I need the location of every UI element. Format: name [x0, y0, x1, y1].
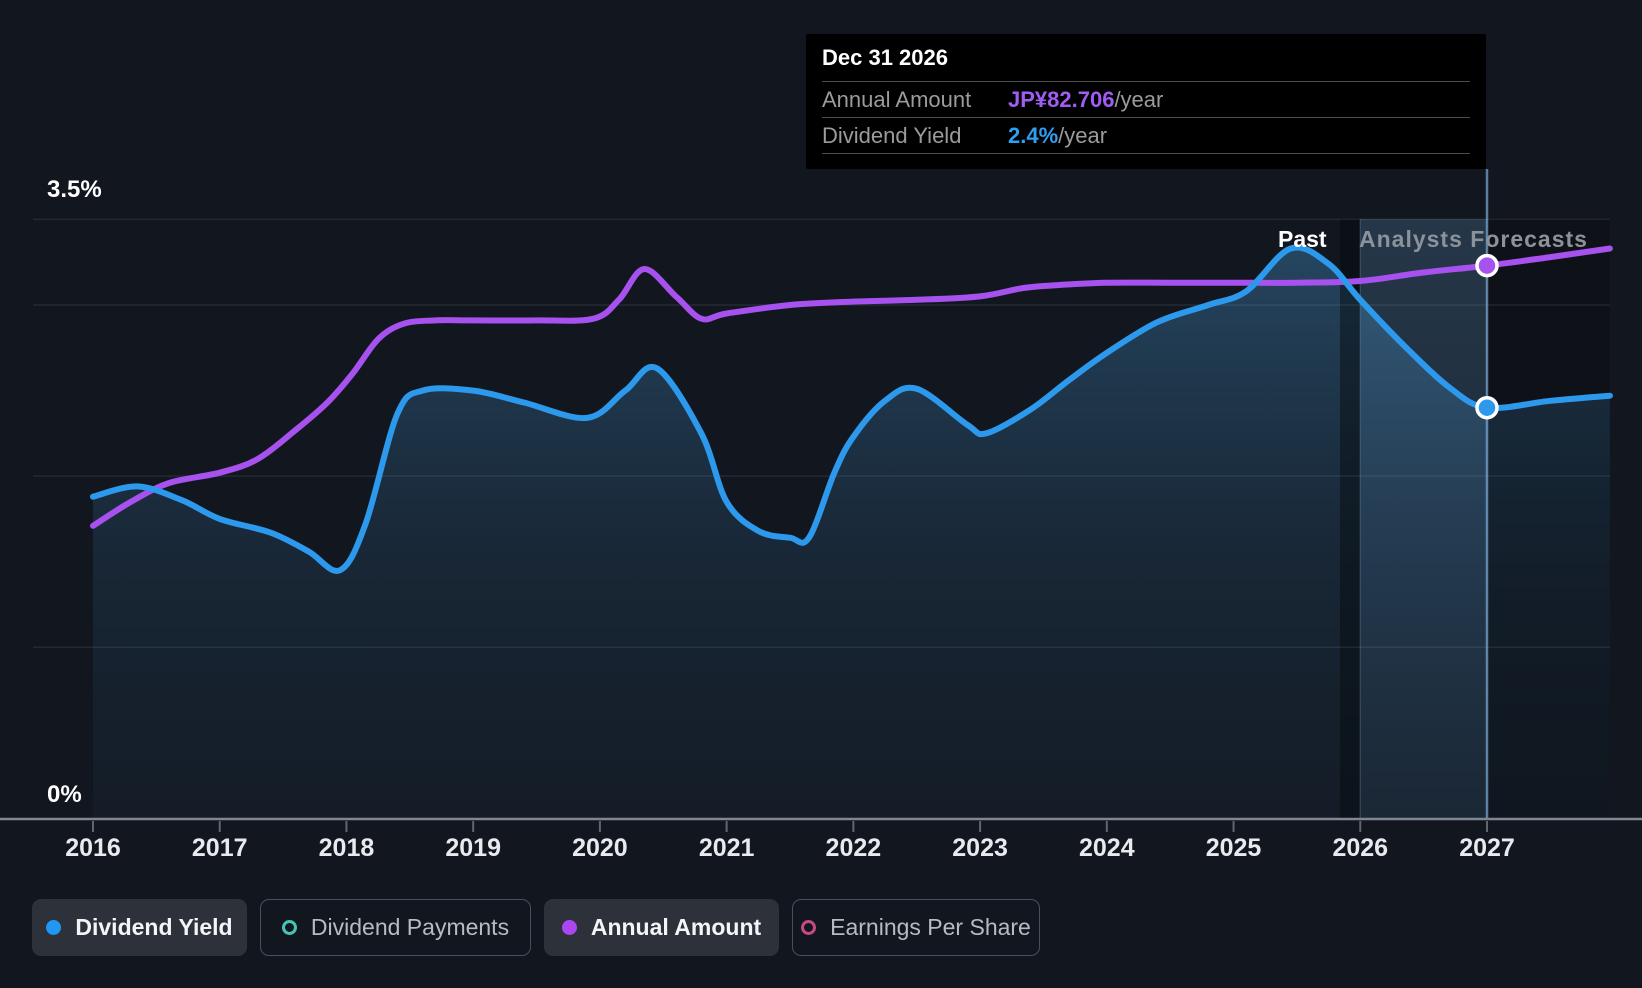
tooltip-suffix: /year: [1114, 86, 1164, 112]
tooltip-label: Dividend Yield: [822, 122, 962, 148]
chart-legend: Dividend Yield Dividend Payments Annual …: [32, 899, 1040, 956]
legend-label: Earnings Per Share: [830, 914, 1031, 940]
x-tick-label-2017: 2017: [192, 834, 248, 862]
x-tick-label-2022: 2022: [826, 834, 882, 862]
x-tick-label-2019: 2019: [445, 834, 501, 862]
dividend-payments-ring-icon: [281, 920, 297, 935]
y-axis-max-label: 3.5%: [47, 176, 102, 203]
annual-amount-dot-icon: [561, 920, 577, 935]
series-markers: [1475, 253, 1499, 420]
annual-amount-line: [90, 245, 1613, 529]
dividend-yield-marker[interactable]: [1475, 395, 1499, 420]
post-hover-dim: [1487, 219, 1610, 819]
chart-tooltip: Dec 31 2026 Annual Amount JP¥82.706 /yea…: [806, 34, 1486, 169]
x-tick-label-2026: 2026: [1332, 834, 1388, 862]
legend-label: Annual Amount: [590, 914, 762, 940]
annual-amount-marker[interactable]: [1475, 253, 1499, 278]
legend-button-earnings-per-share[interactable]: Earnings Per Share: [792, 899, 1040, 956]
tooltip-row-dividend-yield: Dividend Yield 2.4% /year: [822, 117, 1470, 154]
tooltip-value-annual-amount: JP¥82.706: [1008, 86, 1115, 112]
dividend-yield-line: [90, 244, 1613, 574]
tooltip-suffix: /year: [1058, 122, 1108, 148]
gridlines: [33, 218, 1610, 649]
series-lines: [90, 244, 1613, 574]
x-tick-label-2021: 2021: [699, 834, 755, 862]
dividend-yield-area: [93, 247, 1610, 819]
x-tick-label-2018: 2018: [319, 834, 375, 862]
dividend-yield-area-fill: [93, 247, 1610, 819]
legend-button-dividend-yield[interactable]: Dividend Yield: [32, 899, 247, 956]
x-tick-label-2023: 2023: [952, 834, 1008, 862]
tooltip-label: Annual Amount: [822, 86, 972, 112]
tooltip-date-title: Dec 31 2026: [822, 44, 948, 70]
forecast-start-strip: [1339, 219, 1361, 819]
x-tick-label-2020: 2020: [572, 834, 628, 862]
past-region-label: Past: [1278, 226, 1327, 252]
y-axis-min-label: 0%: [47, 781, 82, 808]
tooltip-value-dividend-yield: 2.4%: [1008, 122, 1059, 148]
legend-button-dividend-payments[interactable]: Dividend Payments: [260, 899, 531, 956]
analysts-forecasts-region-label: Analysts Forecasts: [1359, 226, 1588, 252]
forecast-overlays: [1339, 219, 1610, 819]
legend-label: Dividend Payments: [310, 914, 510, 940]
earnings-per-share-ring-icon: [801, 920, 817, 935]
x-tick-label-2025: 2025: [1206, 834, 1262, 862]
legend-label: Dividend Yield: [75, 914, 233, 940]
tooltip-row-annual-amount: Annual Amount JP¥82.706 /year: [822, 81, 1470, 117]
hovered-year-band: [1360, 219, 1488, 819]
x-tick-label-2024: 2024: [1079, 834, 1135, 862]
x-tick-label-2027: 2027: [1459, 834, 1515, 862]
legend-button-annual-amount[interactable]: Annual Amount: [544, 899, 779, 956]
x-tick-label-2016: 2016: [65, 834, 121, 862]
axes-and-labels: 2016 2017 2018 2019 2020 2021 2022 2023 2024 2025…: [0, 176, 1642, 862]
dividend-yield-dot-icon: [46, 920, 62, 935]
